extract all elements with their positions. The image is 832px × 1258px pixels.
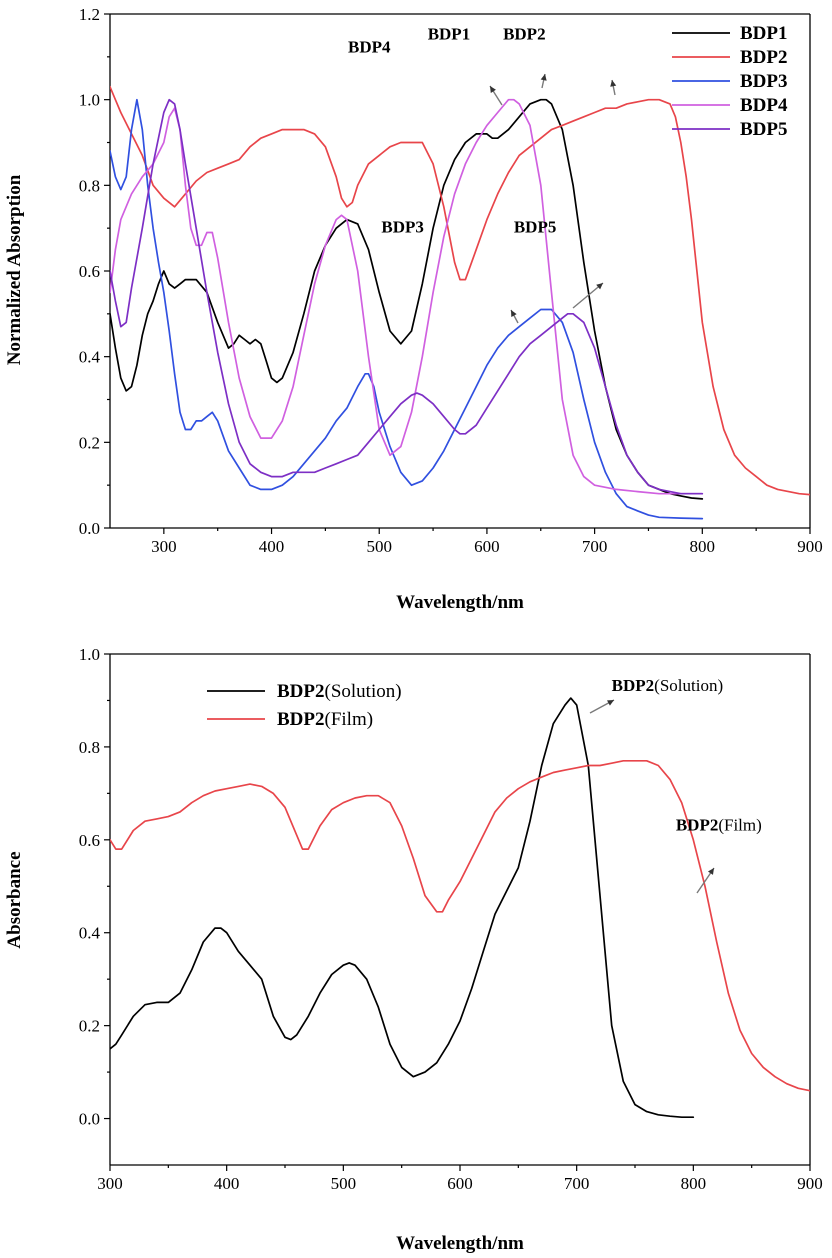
series-group bbox=[110, 697, 810, 1119]
y-tick-label: 1.0 bbox=[79, 91, 100, 110]
bottom-y-axis-title: Absorbance bbox=[4, 851, 25, 948]
top-chart: 300 400 500 600 700 800 900 0.0 0.2 0.4 0.6 0.8 1.0 1… bbox=[4, 5, 823, 613]
legend-label: BDP5 bbox=[740, 119, 788, 140]
x-tick-label: 400 bbox=[214, 1174, 240, 1193]
x-tick-label: 900 bbox=[797, 537, 823, 556]
y-tick-label: 0.2 bbox=[79, 433, 100, 452]
x-tick-label: 700 bbox=[564, 1174, 590, 1193]
legend-label: BDP1 bbox=[740, 23, 788, 44]
annotation-bold: BDP2 bbox=[676, 816, 719, 835]
bottom-plot-area: 300 400 500 600 700 800 900 0.0 0.2 0.4 0.6 0.8 1.0 B… bbox=[79, 645, 823, 1193]
x-tick-label: 300 bbox=[151, 537, 177, 556]
annotation-normal: (Solution) bbox=[654, 676, 723, 695]
legend-label: BDP2(Film) bbox=[277, 709, 373, 730]
pointer-arrow bbox=[572, 282, 604, 309]
legend-label: BDP3 bbox=[740, 71, 788, 92]
y-tick-label: 0.4 bbox=[79, 348, 101, 367]
x-tick-label: 800 bbox=[681, 1174, 707, 1193]
annotation-label: BDP3 bbox=[381, 217, 424, 236]
series-line-bdp2-solution- bbox=[110, 697, 695, 1119]
arrow-head bbox=[596, 283, 603, 290]
annotation-label: BDP2(Film) bbox=[676, 816, 762, 835]
x-tick-label: 300 bbox=[97, 1174, 123, 1193]
arrow-head bbox=[511, 310, 517, 317]
arrow-head bbox=[607, 700, 614, 706]
arrow-head bbox=[540, 74, 547, 81]
x-tick-label: 600 bbox=[447, 1174, 473, 1193]
y-tick-label: 0.0 bbox=[79, 519, 100, 538]
annotation-label: BDP1 bbox=[428, 25, 471, 44]
arrow-head bbox=[490, 86, 496, 93]
top-plot-area: 300 400 500 600 700 800 900 0.0 0.2 0.4 0.6 0.8 1.0 1… bbox=[79, 5, 823, 556]
legend-label-normal: (Solution) bbox=[325, 681, 402, 702]
annotation-bold: BDP2 bbox=[612, 676, 655, 695]
annotation-label: BDP4 bbox=[348, 38, 391, 57]
annotation-normal: (Film) bbox=[718, 816, 761, 835]
legend-label: BDP4 bbox=[740, 95, 788, 116]
x-tick-label: 900 bbox=[797, 1174, 823, 1193]
y-tick-label: 0.2 bbox=[79, 1017, 100, 1036]
legend-label: BDP2(Solution) bbox=[277, 681, 402, 702]
annotation-label: BDP5 bbox=[514, 217, 557, 236]
x-tick-label: 500 bbox=[331, 1174, 357, 1193]
y-tick-label: 0.0 bbox=[79, 1110, 100, 1129]
y-tick-label: 0.8 bbox=[79, 176, 100, 195]
y-tick-label: 0.4 bbox=[79, 924, 101, 943]
y-tick-label: 1.0 bbox=[79, 645, 100, 664]
arrow-head bbox=[610, 80, 617, 87]
legend-label-normal: (Film) bbox=[325, 709, 374, 730]
series-line-bdp5 bbox=[110, 98, 704, 495]
y-tick-label: 1.2 bbox=[79, 5, 100, 24]
legend-label-bold: BDP2 bbox=[277, 709, 325, 730]
arrow-head bbox=[707, 868, 714, 875]
bottom-x-axis-title: Wavelength/nm bbox=[396, 1233, 524, 1254]
y-tick-label: 0.8 bbox=[79, 738, 100, 757]
series-line-bdp1 bbox=[110, 98, 704, 500]
y-tick-label: 0.6 bbox=[79, 262, 100, 281]
series-line-bdp3 bbox=[110, 98, 704, 520]
x-tick-label: 400 bbox=[259, 537, 285, 556]
series-line-bdp2 bbox=[110, 85, 810, 496]
bottom-chart: 300 400 500 600 700 800 900 0.0 0.2 0.4 0.6 0.8 1.0 B… bbox=[4, 645, 823, 1254]
series-line-bdp2-film- bbox=[110, 759, 810, 1092]
legend-label-bold: BDP2 bbox=[277, 681, 325, 702]
top-y-axis-title: Normalized Absorption bbox=[4, 174, 25, 365]
x-tick-label: 500 bbox=[366, 537, 392, 556]
annotation-label: BDP2(Solution) bbox=[612, 676, 723, 695]
series-line-bdp4 bbox=[110, 98, 704, 495]
x-tick-label: 800 bbox=[690, 537, 716, 556]
x-tick-label: 600 bbox=[474, 537, 500, 556]
x-tick-label: 700 bbox=[582, 537, 608, 556]
y-tick-label: 0.6 bbox=[79, 831, 100, 850]
series-group bbox=[110, 85, 810, 520]
top-x-axis-title: Wavelength/nm bbox=[396, 592, 524, 613]
annotation-label: BDP2 bbox=[503, 25, 545, 44]
legend-label: BDP2 bbox=[740, 47, 788, 68]
